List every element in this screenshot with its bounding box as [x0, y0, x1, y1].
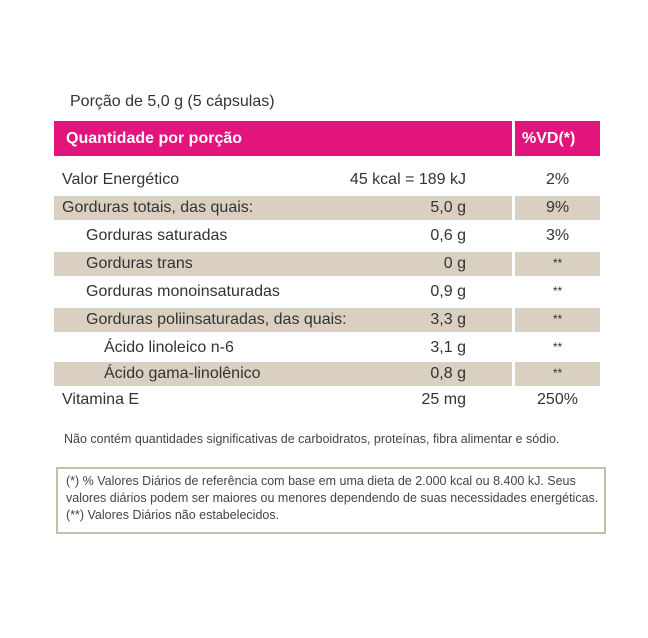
column-divider [512, 196, 515, 220]
nutrient-amount: 45 kcal = 189 kJ [349, 171, 466, 188]
column-divider [512, 388, 515, 412]
header-divider [512, 121, 515, 156]
portion-size: Porção de 5,0 g (5 cápsulas) [70, 93, 275, 110]
nutrient-vd: ** [552, 340, 563, 354]
column-divider [512, 252, 515, 276]
header-vd: %VD(*) [522, 130, 576, 147]
nutrient-amount: 0,6 g [430, 227, 466, 244]
nutrient-name: Ácido gama-linolênico [104, 365, 261, 382]
nutrient-name: Vitamina E [62, 391, 140, 408]
table-row: Valor Energético 45 kcal = 189 kJ 2% [54, 168, 600, 192]
nutrient-amount: 5,0 g [430, 199, 466, 216]
table-row: Gorduras trans 0 g ** [54, 252, 600, 276]
nutrient-vd: 3% [545, 227, 570, 244]
nutrient-amount: 0,8 g [430, 365, 466, 382]
nutrient-amount: 3,1 g [430, 339, 466, 356]
column-divider [512, 362, 515, 386]
column-divider [512, 224, 515, 248]
nutrient-vd: ** [552, 366, 563, 380]
nutrient-vd: ** [552, 284, 563, 298]
nutrient-name: Ácido linoleico n-6 [104, 339, 234, 356]
table-row: Ácido gama-linolênico 0,8 g ** [54, 362, 600, 386]
nutrient-vd: 2% [545, 171, 570, 188]
header-quantity: Quantidade por porção [66, 130, 243, 147]
nutrient-name: Valor Energético [62, 171, 180, 188]
column-divider [512, 308, 515, 332]
table-row: Ácido linoleico n-6 3,1 g ** [54, 336, 600, 360]
nutrient-vd: 250% [537, 391, 578, 408]
table-header: Quantidade por porção %VD(*) [54, 121, 600, 156]
nutrient-vd: ** [552, 312, 563, 326]
column-divider [512, 336, 515, 360]
nutrient-amount: 0 g [443, 255, 466, 272]
table-row: Vitamina E 25 mg 250% [54, 388, 600, 412]
table-row: Gorduras monoinsaturadas 0,9 g ** [54, 280, 600, 304]
column-divider [512, 280, 515, 304]
nutrient-name: Gorduras poliinsaturadas, das quais: [86, 311, 347, 328]
nutrient-vd: ** [552, 256, 563, 270]
nutrient-vd: 9% [545, 199, 570, 216]
table-row: Gorduras saturadas 0,6 g 3% [54, 224, 600, 248]
nutrient-name: Gorduras saturadas [86, 227, 228, 244]
daily-value-footnote: (*) % Valores Diários de referência com … [56, 467, 606, 534]
column-divider [512, 168, 515, 192]
nutrient-amount: 3,3 g [430, 311, 466, 328]
nutrient-name: Gorduras monoinsaturadas [86, 283, 280, 300]
nutrient-name: Gorduras trans [86, 255, 193, 272]
nutrient-name: Gorduras totais, das quais: [62, 199, 254, 216]
nutrition-note: Não contém quantidades significativas de… [64, 432, 560, 446]
nutrient-amount: 25 mg [421, 391, 466, 408]
table-row: Gorduras poliinsaturadas, das quais: 3,3… [54, 308, 600, 332]
table-row: Gorduras totais, das quais: 5,0 g 9% [54, 196, 600, 220]
nutrient-amount: 0,9 g [430, 283, 466, 300]
